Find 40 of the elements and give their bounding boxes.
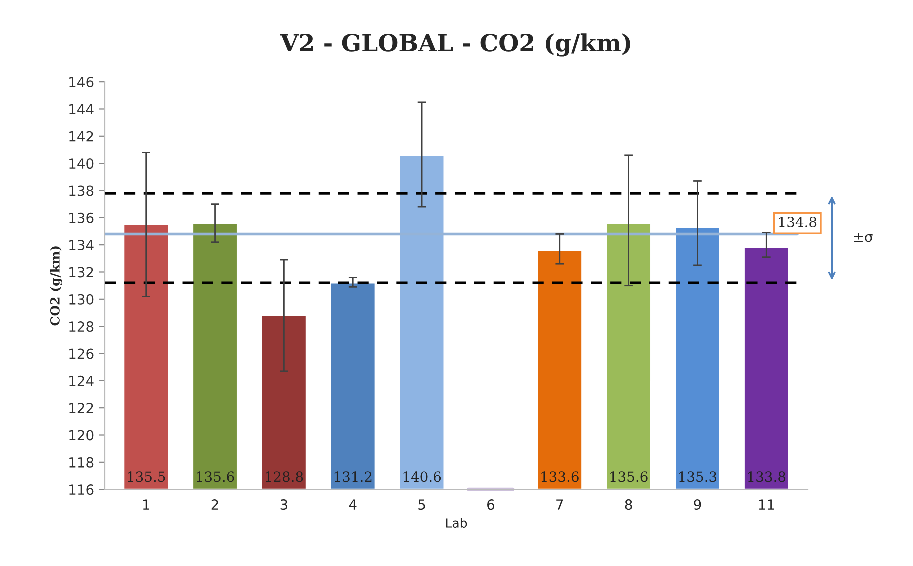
x-tick-label: 3 (280, 500, 288, 510)
data-label: 135.5 (128, 472, 166, 482)
x-tick-label: 6 (488, 500, 495, 510)
y-tick-label: 128 (70, 322, 94, 332)
data-label: 131.2 (334, 472, 372, 482)
data-label: 135.6 (197, 472, 234, 482)
text: ±σ (854, 233, 873, 242)
chart-title: V2 - GLOBAL - CO2 (g/km) (280, 34, 630, 57)
data-label: 128.8 (266, 472, 304, 482)
data-label: 135.3 (680, 472, 717, 482)
x-tick-label: 5 (418, 500, 426, 510)
y-tick-label: 120 (70, 430, 94, 441)
data-label: 133.8 (748, 472, 786, 482)
data-label: 135.6 (610, 472, 648, 482)
y-tick-label: 134 (70, 240, 94, 251)
y-tick-label: 136 (70, 212, 94, 224)
x-tick-label: 1 (143, 500, 150, 510)
y-tick-label: 130 (70, 294, 94, 305)
y-tick-label: 138 (70, 186, 94, 196)
x-axis-title: Lab (446, 518, 468, 528)
ref-line-label: 134.8 (779, 216, 817, 228)
x-tick-label: 9 (694, 500, 702, 510)
x-tick-label: 8 (625, 500, 632, 510)
y-tick-label: 146 (70, 77, 94, 88)
x-tick-label: 11 (759, 500, 774, 510)
x-tick-label: 7 (556, 500, 564, 510)
data-label: 140.6 (404, 472, 442, 482)
x-tick-label: 2 (212, 500, 218, 510)
y-tick-label: 122 (70, 403, 94, 414)
y-tick-label: 116 (70, 484, 94, 496)
y-axis-title: CO2 (g/km) (50, 246, 63, 326)
y-tick-label: 142 (70, 131, 94, 142)
data-label: 133.6 (542, 472, 579, 482)
y-tick-label: 144 (70, 104, 94, 115)
y-tick-label: 132 (70, 267, 94, 278)
y-tick-label: 126 (70, 348, 94, 360)
y-tick-label: 124 (70, 376, 94, 386)
y-tick-label: 118 (70, 457, 94, 468)
y-tick-label: 140 (70, 158, 94, 170)
x-tick-label: 4 (349, 500, 357, 510)
